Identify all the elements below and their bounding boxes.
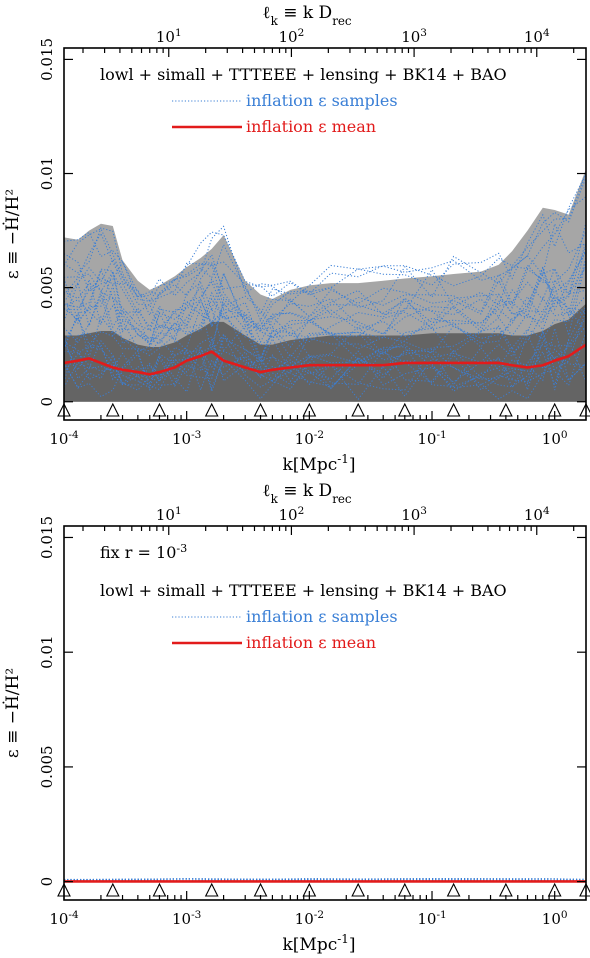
x-tick-label: 100 — [542, 909, 568, 928]
annotation: fix r = 10-3 — [100, 542, 187, 563]
knot-marker — [351, 882, 366, 897]
sample-line — [64, 328, 586, 391]
knot-marker — [579, 882, 590, 897]
plot-frame — [63, 47, 587, 421]
knot-marker — [105, 402, 120, 417]
top-axis-label: ℓk ≡ k Drec — [262, 3, 351, 28]
x-tick-label: 10-2 — [295, 909, 324, 928]
knot-marker — [397, 882, 412, 897]
top-tick-label: 104 — [524, 505, 550, 524]
knot-marker — [446, 402, 461, 417]
knot-marker — [351, 402, 366, 417]
sample-line — [64, 196, 586, 317]
top-tick-label: 104 — [524, 27, 550, 46]
x-tick-label: 10-4 — [49, 909, 79, 928]
sample-line — [64, 310, 586, 389]
mean-line — [64, 343, 586, 376]
knot-marker — [204, 882, 219, 897]
legend-label: inflation ε mean — [246, 117, 376, 136]
y-tick-label: 0 — [38, 397, 56, 407]
x-tick-label: 10-3 — [172, 429, 201, 448]
x-axis-label: k[Mpc-1] — [283, 452, 356, 475]
top-axis-label: ℓk ≡ k Drec — [262, 481, 351, 506]
knot-marker — [204, 402, 219, 417]
sample-line — [64, 326, 586, 389]
sample-line — [64, 332, 586, 391]
x-tick-label: 100 — [542, 429, 568, 448]
sample-line — [64, 348, 586, 401]
sample-line — [64, 268, 586, 345]
legend-label: inflation ε samples — [246, 607, 398, 626]
sample-line — [64, 296, 586, 358]
top-tick-label: 101 — [156, 505, 182, 524]
plot-frame — [63, 525, 587, 901]
x-tick-label: 10-4 — [49, 429, 79, 448]
sample-line — [64, 172, 586, 297]
knot-marker — [253, 882, 268, 897]
sample-line — [64, 259, 586, 361]
y-axis-label: ε ≡ −Ḣ/H² — [2, 668, 23, 758]
top-tick-label: 103 — [401, 27, 427, 46]
sample-line — [64, 230, 586, 327]
sample-line — [64, 251, 586, 330]
legend-label: inflation ε samples — [246, 91, 398, 110]
knot-marker — [579, 402, 590, 417]
y-tick-label: 0.01 — [38, 157, 56, 190]
plot-area — [64, 877, 586, 883]
chart-panel-top: 10-4 10-3 10-2 10-1 100 k[Mpc-1] 101 102 103 104 ℓ… — [2, 3, 590, 475]
top-tick-label: 103 — [401, 505, 427, 524]
x-tick-label: 10-1 — [417, 909, 446, 928]
sample-line — [64, 328, 586, 391]
knot-marker — [498, 402, 513, 417]
knot-marker — [397, 402, 412, 417]
samples-group — [64, 172, 586, 401]
sample-line — [64, 878, 586, 881]
y-tick-label: 0.005 — [38, 266, 56, 309]
sample-line — [64, 877, 586, 881]
chart-panel-bottom: 10-4 10-3 10-2 10-1 100 k[Mpc-1] 101 102 103 104 ℓ… — [2, 481, 590, 955]
top-tick-label: 102 — [279, 505, 305, 524]
x-tick-label: 10-3 — [172, 909, 201, 928]
top-tick-label: 102 — [279, 27, 305, 46]
y-tick-label: 0.005 — [38, 745, 56, 788]
knot-marker — [446, 882, 461, 897]
sample-line — [64, 222, 586, 322]
legend-title: lowl + simall + TTTEEE + lensing + BK14 … — [100, 65, 507, 84]
y-tick-label: 0.015 — [38, 38, 56, 81]
sample-line — [64, 249, 586, 344]
legend-title: lowl + simall + TTTEEE + lensing + BK14 … — [100, 581, 507, 600]
band-inner — [64, 303, 586, 402]
knot-marker — [105, 882, 120, 897]
knot-marker — [498, 882, 513, 897]
sample-line — [64, 306, 586, 388]
knot-marker — [152, 402, 167, 417]
y-axis-label: ε ≡ −Ḣ/H² — [2, 189, 23, 279]
sample-line — [64, 173, 586, 298]
knot-marker — [253, 402, 268, 417]
plot-area — [64, 168, 586, 402]
y-tick-label: 0 — [38, 877, 56, 887]
sample-line — [64, 241, 586, 343]
legend-label: inflation ε mean — [246, 633, 376, 652]
top-tick-label: 101 — [156, 27, 182, 46]
y-tick-label: 0.01 — [38, 635, 56, 668]
knot-marker — [152, 882, 167, 897]
x-tick-label: 10-1 — [417, 429, 446, 448]
y-tick-label: 0.015 — [38, 516, 56, 559]
x-axis-label: k[Mpc-1] — [283, 932, 356, 955]
x-tick-label: 10-2 — [295, 429, 324, 448]
sample-line — [64, 317, 586, 393]
